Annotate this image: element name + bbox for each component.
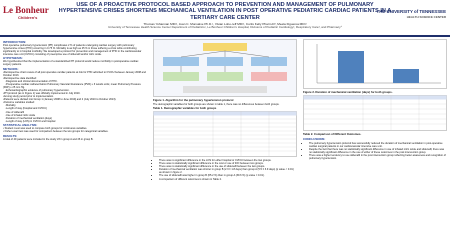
- paragraph: •PH protocol (as in Figure 1) was offici…: [3, 92, 81, 96]
- paragraph: • Fisher exact test was used for compari…: [3, 130, 109, 134]
- list-item: Despite the fact that there was no stati…: [309, 148, 447, 154]
- list-item: There was no statistically significant d…: [159, 162, 297, 165]
- figure-caption: Figure 1. Algorithm for the pulmonary hy…: [153, 98, 234, 103]
- paragraph: • Student t-test was used to compare bot…: [3, 127, 88, 131]
- paragraph: We hypothesized that the implementation …: [3, 60, 140, 67]
- list-item: A comparison of different outcomes is sh…: [159, 178, 297, 181]
- section-heading: RESULTS:: [3, 133, 18, 138]
- table-caption: Table 1. Demographic variables for both …: [153, 106, 217, 111]
- list-item: There was a higher tendency to use silde…: [309, 154, 447, 160]
- paragraph: •Retrospective data identified:: [3, 77, 37, 81]
- paragraph: ◦Length of stay (hospital and CVICU): [3, 107, 47, 111]
- paragraph: ◦Mortality: [3, 104, 16, 108]
- right-column: Figure 2. Duration of mechanical ventila…: [303, 39, 447, 161]
- paragraph: ◦Duration of mechanical ventilation (day…: [3, 116, 53, 120]
- list-item: The pulmonary hypertension protocol has …: [309, 142, 447, 148]
- bullet-list: The pulmonary hypertension protocol has …: [303, 142, 447, 160]
- paragraph: •Patients were divided into Group 1 (Jan…: [3, 98, 117, 102]
- list-item: There was no statistically significant d…: [159, 165, 297, 168]
- table-2: [303, 95, 447, 132]
- list-item: The use of sildenafil was higher in grou…: [159, 174, 297, 177]
- list: The pulmonary hypertension protocol has …: [303, 142, 447, 160]
- list-item: There was no significant difference in t…: [159, 159, 297, 162]
- bullet-list: There was no significant difference in t…: [153, 159, 297, 180]
- paragraph: ◦Use of inhaled nitric oxide: [3, 113, 36, 117]
- paragraph: ◦Preoperative cardiac catheterization Pu…: [3, 83, 142, 90]
- logo-right-sub: HEALTH SCIENCE CENTER: [406, 15, 446, 19]
- affiliation: University of Tennessee Health Science C…: [108, 25, 342, 29]
- logo-right: THE UNIVERSITY of TENNESSEE: [376, 9, 446, 14]
- paragraph: ◦Echocardiographic evidence of pulmonary…: [3, 89, 70, 93]
- logo-left-sub: Children's: [18, 15, 38, 20]
- title: USE OF A PROACTIVE PROTOCOL BASED APPROA…: [58, 2, 392, 21]
- section-heading: STATISTICAL ANALYSIS:: [3, 123, 38, 128]
- paragraph: ◦Use of sildenafil: [3, 110, 25, 114]
- middle-column: Figure 1. Algorithm for the pulmonary hy…: [153, 39, 297, 182]
- paragraph: •Among study period prior to implementat…: [3, 95, 54, 99]
- paragraph: A total of 49 patients were included in …: [3, 137, 94, 141]
- section-heading: CONCLUSIONS:: [303, 136, 326, 141]
- figure-caption: Figure 2. Duration of mechanical ventila…: [303, 90, 393, 95]
- figure-1: [153, 39, 297, 97]
- paragraph: •Retrospective chart review of all post …: [3, 70, 147, 77]
- list-item: Duration of mechanical ventilation was s…: [159, 168, 297, 174]
- authors: Thomas Yohannan MD¹², Juan C. Monsalve P…: [143, 22, 307, 26]
- list: There was no significant difference in t…: [153, 159, 297, 180]
- section-heading: INTRODUCTION:: [3, 39, 27, 44]
- paragraph: The demographic variables for both group…: [153, 103, 280, 107]
- paragraph: Post operative pulmonary hypertension (P…: [3, 43, 143, 56]
- logo-left: Le Bonheur: [3, 5, 49, 15]
- left-column: INTRODUCTION: Post operative pulmonary hy…: [3, 39, 147, 141]
- poster: Le Bonheur Children's THE UNIVERSITY of …: [0, 0, 450, 225]
- paragraph: •Outcome variables studied:: [3, 101, 35, 105]
- table-caption: Table 2. Comparison of Different Outcome…: [303, 132, 362, 137]
- table-1: [153, 111, 297, 158]
- section-heading: HYPOTHESIS:: [3, 56, 23, 61]
- divider: [0, 35, 450, 37]
- section-heading: METHODS:: [3, 66, 19, 71]
- figure-2: [303, 39, 447, 89]
- paragraph: ◦Diagnosis and clinical documentation of…: [3, 80, 58, 84]
- paragraph: ◦Length of stay (LOS) in CVICU and hospi…: [3, 119, 56, 123]
